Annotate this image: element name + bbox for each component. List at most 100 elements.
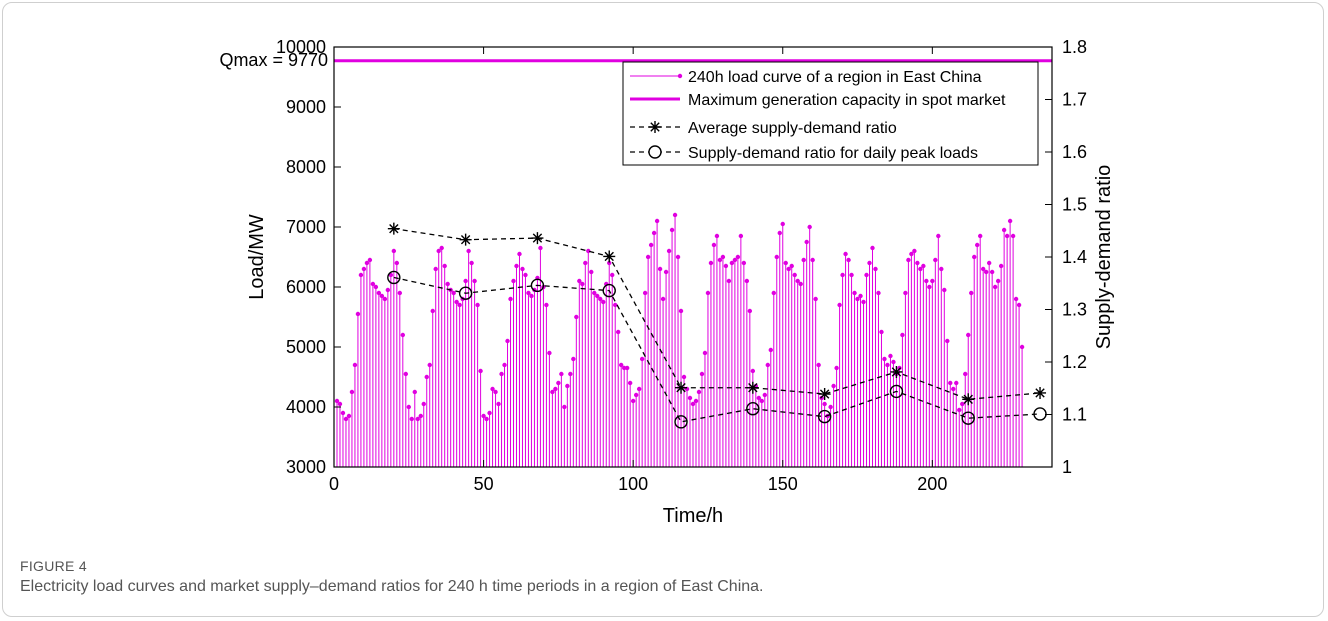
load-point xyxy=(801,257,806,263)
load-point xyxy=(846,257,851,263)
load-point xyxy=(574,314,579,320)
load-point xyxy=(873,266,878,272)
peak-ratio-marker xyxy=(817,409,832,424)
load-point xyxy=(439,245,444,251)
load-point xyxy=(822,401,827,407)
load-point xyxy=(735,254,741,260)
load-point xyxy=(627,380,633,386)
legend-marker-load xyxy=(677,73,683,79)
load-point xyxy=(340,410,346,416)
peak-ratio-marker xyxy=(961,411,975,425)
load-point xyxy=(580,281,585,287)
load-point xyxy=(337,401,343,407)
load-point xyxy=(430,308,435,314)
load-point xyxy=(992,284,998,290)
load-point xyxy=(678,308,684,314)
load-point xyxy=(837,302,842,308)
load-point xyxy=(768,347,773,353)
load-point xyxy=(469,260,474,266)
load-point xyxy=(454,299,459,305)
legend-marker-average xyxy=(649,121,661,133)
load-point xyxy=(723,263,729,269)
load-point xyxy=(975,242,980,248)
y-tick-label-right: 1.8 xyxy=(1062,37,1087,57)
peak-ratio-marker xyxy=(387,270,401,285)
load-point xyxy=(457,302,462,308)
load-point xyxy=(550,389,555,395)
load-point xyxy=(639,356,645,362)
average-ratio-line xyxy=(393,228,1041,400)
load-point xyxy=(553,386,558,392)
load-point xyxy=(645,254,651,260)
x-tick-label: 200 xyxy=(917,474,947,494)
load-point xyxy=(978,233,983,239)
load-point xyxy=(912,248,917,254)
load-point xyxy=(840,272,845,278)
load-point xyxy=(759,398,765,404)
load-point xyxy=(409,416,414,422)
figure-caption: Electricity load curves and market suppl… xyxy=(20,578,764,595)
average-ratio-marker xyxy=(962,393,975,406)
load-point xyxy=(681,374,687,380)
peak-ratio-marker xyxy=(602,283,616,298)
load-point xyxy=(918,266,923,272)
load-point xyxy=(654,218,660,224)
load-point xyxy=(385,287,391,293)
load-point xyxy=(986,260,992,266)
load-point xyxy=(520,266,525,272)
y-tick-label-right: 1.1 xyxy=(1062,405,1087,425)
load-point xyxy=(717,257,723,263)
load-point xyxy=(726,278,732,284)
load-point xyxy=(792,272,797,278)
x-tick-label: 50 xyxy=(474,474,494,494)
load-point xyxy=(642,290,648,296)
load-point xyxy=(867,260,872,266)
load-point xyxy=(942,287,947,293)
load-point xyxy=(472,278,477,284)
load-point xyxy=(948,380,953,386)
load-point xyxy=(998,263,1004,269)
load-point xyxy=(747,308,753,314)
load-point xyxy=(529,293,534,299)
load-point xyxy=(864,272,869,278)
load-point xyxy=(957,407,962,413)
load-point xyxy=(858,293,863,299)
load-point xyxy=(738,233,744,239)
load-point xyxy=(924,278,929,284)
legend-box xyxy=(622,61,1039,166)
load-point xyxy=(484,416,489,422)
load-point xyxy=(774,254,779,260)
load-point xyxy=(424,374,429,380)
load-point xyxy=(595,293,600,299)
load-point xyxy=(373,284,379,290)
y-tick-label-right: 1.2 xyxy=(1062,352,1087,372)
load-point xyxy=(496,401,501,407)
legend-entry-load: 240h load curve of a region in East Chin… xyxy=(630,69,982,86)
load-point xyxy=(601,299,606,305)
x-tick-label: 100 xyxy=(618,474,648,494)
load-point xyxy=(777,230,782,236)
load-point xyxy=(798,281,803,287)
y-tick-label-left: 10000 xyxy=(276,37,326,57)
load-point xyxy=(562,404,567,410)
load-point xyxy=(945,338,950,344)
legend-label-qmax: Maximum generation capacity in spot mark… xyxy=(688,92,1006,109)
load-point xyxy=(478,368,483,374)
load-point xyxy=(702,350,708,356)
load-point xyxy=(1010,233,1016,239)
average-ratio-marker xyxy=(387,222,400,235)
load-point xyxy=(807,224,812,230)
load-point xyxy=(789,263,794,269)
load-point xyxy=(870,245,875,251)
load-point xyxy=(466,248,471,254)
load-point xyxy=(693,398,699,404)
average-ratio-marker xyxy=(818,388,831,401)
load-point xyxy=(936,233,941,239)
legend-entry-peak: Supply-demand ratio for daily peak loads xyxy=(630,145,978,162)
load-point xyxy=(586,248,591,254)
load-point xyxy=(663,269,669,275)
load-point xyxy=(538,245,543,251)
load-point xyxy=(780,221,785,227)
load-point xyxy=(379,293,385,299)
load-point xyxy=(346,413,352,419)
